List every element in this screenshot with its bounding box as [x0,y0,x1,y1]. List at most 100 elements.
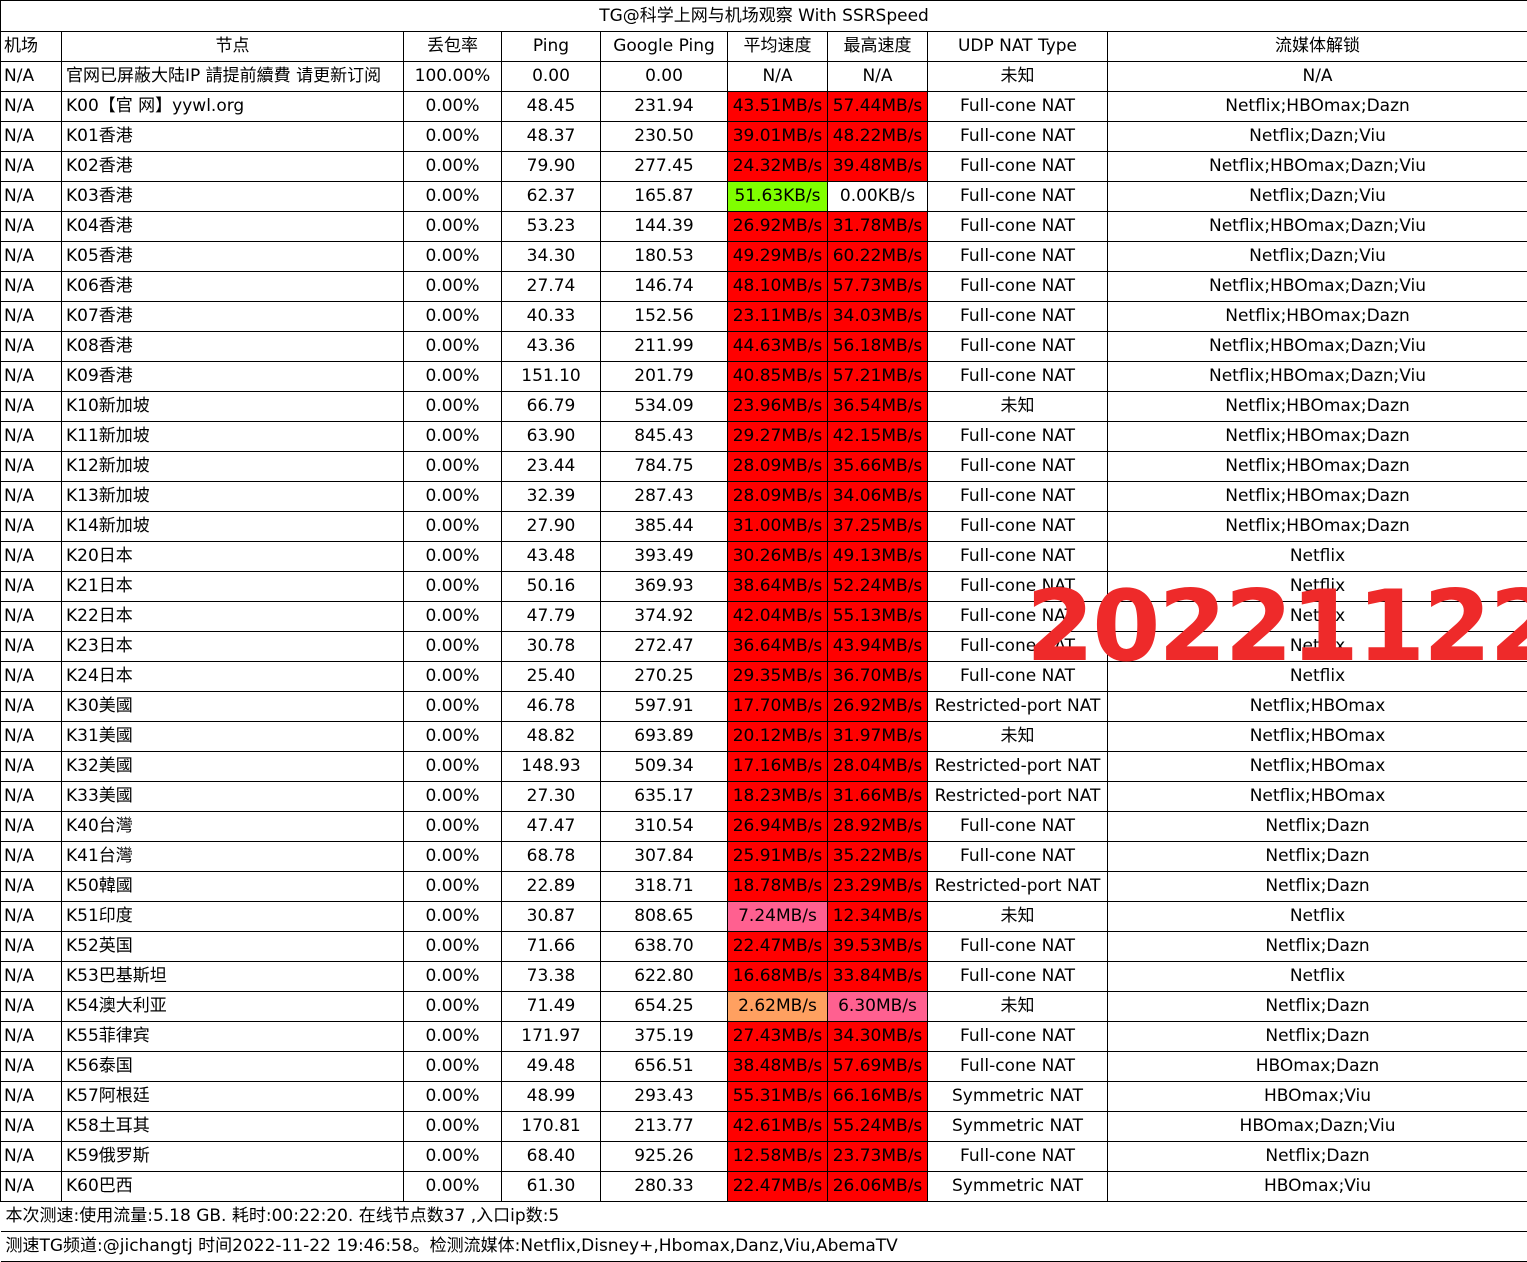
cell-loss: 0.00% [404,122,502,152]
cell-max-speed: 28.92MB/s [828,812,928,842]
header-node: 节点 [62,32,404,62]
cell-google-ping: 374.92 [601,602,728,632]
footer-row-1: 本次测速:使用流量:5.18 GB. 耗时:00:22:20. 在线节点数37 … [1,1202,1527,1232]
cell-streaming: Netflix [1108,962,1527,992]
cell-loss: 0.00% [404,812,502,842]
cell-google-ping: 307.84 [601,842,728,872]
cell-max-speed: 57.44MB/s [828,92,928,122]
cell-node: K52英国 [62,932,404,962]
cell-max-speed: 55.24MB/s [828,1112,928,1142]
cell-streaming: Netflix;Dazn [1108,1142,1527,1172]
cell-airport: N/A [1,272,62,302]
cell-ping: 48.99 [502,1082,601,1112]
cell-udp-nat: Full-cone NAT [928,332,1108,362]
header-loss: 丢包率 [404,32,502,62]
cell-avg-speed: 18.23MB/s [728,782,828,812]
cell-max-speed: 57.21MB/s [828,362,928,392]
cell-udp-nat: Full-cone NAT [928,362,1108,392]
cell-streaming: Netflix [1108,662,1527,692]
cell-loss: 0.00% [404,662,502,692]
cell-ping: 66.79 [502,392,601,422]
cell-airport: N/A [1,392,62,422]
cell-streaming: Netflix;HBOmax;Dazn;Viu [1108,272,1527,302]
cell-node: 官网已屏蔽大陆IP 請提前續費 请更新订阅 [62,62,404,92]
cell-loss: 0.00% [404,572,502,602]
cell-avg-speed: 12.58MB/s [728,1142,828,1172]
cell-airport: N/A [1,212,62,242]
cell-google-ping: 152.56 [601,302,728,332]
cell-streaming: HBOmax;Dazn [1108,1052,1527,1082]
cell-node: K41台灣 [62,842,404,872]
cell-airport: N/A [1,452,62,482]
cell-streaming: Netflix [1108,632,1527,662]
cell-google-ping: 318.71 [601,872,728,902]
cell-udp-nat: Restricted-port NAT [928,782,1108,812]
cell-loss: 0.00% [404,782,502,812]
cell-node: K05香港 [62,242,404,272]
cell-ping: 32.39 [502,482,601,512]
cell-airport: N/A [1,1082,62,1112]
cell-google-ping: 656.51 [601,1052,728,1082]
cell-node: K13新加坡 [62,482,404,512]
cell-streaming: Netflix;HBOmax [1108,782,1527,812]
cell-airport: N/A [1,692,62,722]
cell-ping: 50.16 [502,572,601,602]
cell-max-speed: 39.53MB/s [828,932,928,962]
cell-max-speed: 0.00KB/s [828,182,928,212]
cell-loss: 0.00% [404,182,502,212]
cell-streaming: Netflix;Dazn [1108,842,1527,872]
cell-airport: N/A [1,332,62,362]
cell-udp-nat: 未知 [928,722,1108,752]
cell-loss: 0.00% [404,632,502,662]
cell-streaming: Netflix;HBOmax;Dazn [1108,422,1527,452]
cell-max-speed: 35.66MB/s [828,452,928,482]
cell-loss: 100.00% [404,62,502,92]
cell-ping: 27.74 [502,272,601,302]
cell-loss: 0.00% [404,692,502,722]
cell-udp-nat: Restricted-port NAT [928,752,1108,782]
cell-ping: 71.66 [502,932,601,962]
footer-summary: 本次测速:使用流量:5.18 GB. 耗时:00:22:20. 在线节点数37 … [1,1202,1527,1232]
cell-ping: 73.38 [502,962,601,992]
cell-airport: N/A [1,752,62,782]
cell-streaming: Netflix;Dazn;Viu [1108,242,1527,272]
cell-airport: N/A [1,512,62,542]
cell-google-ping: 293.43 [601,1082,728,1112]
cell-node: K09香港 [62,362,404,392]
cell-avg-speed: 16.68MB/s [728,962,828,992]
cell-loss: 0.00% [404,512,502,542]
cell-udp-nat: 未知 [928,62,1108,92]
cell-max-speed: 34.03MB/s [828,302,928,332]
cell-loss: 0.00% [404,242,502,272]
cell-google-ping: 144.39 [601,212,728,242]
cell-ping: 23.44 [502,452,601,482]
cell-google-ping: 277.45 [601,152,728,182]
cell-loss: 0.00% [404,1052,502,1082]
cell-ping: 148.93 [502,752,601,782]
cell-streaming: Netflix;Dazn [1108,932,1527,962]
cell-airport: N/A [1,182,62,212]
cell-max-speed: 66.16MB/s [828,1082,928,1112]
cell-node: K10新加坡 [62,392,404,422]
cell-ping: 48.82 [502,722,601,752]
cell-max-speed: 55.13MB/s [828,602,928,632]
cell-max-speed: 36.54MB/s [828,392,928,422]
cell-airport: N/A [1,122,62,152]
cell-udp-nat: Full-cone NAT [928,272,1108,302]
cell-udp-nat: Full-cone NAT [928,482,1108,512]
cell-loss: 0.00% [404,1172,502,1202]
cell-google-ping: 272.47 [601,632,728,662]
cell-avg-speed: 29.27MB/s [728,422,828,452]
cell-ping: 62.37 [502,182,601,212]
cell-node: K20日本 [62,542,404,572]
cell-streaming: Netflix;Dazn [1108,872,1527,902]
cell-ping: 40.33 [502,302,601,332]
